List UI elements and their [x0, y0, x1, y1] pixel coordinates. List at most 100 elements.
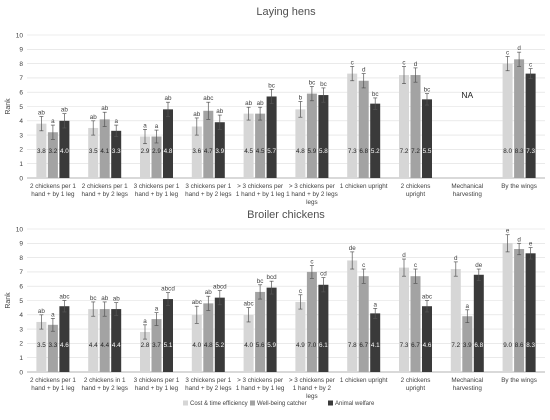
bar-value-label: 8.0 [503, 148, 512, 155]
y-tick-label: 5 [19, 104, 23, 111]
bar-value-label: 7.2 [400, 148, 409, 155]
significance-letter: abc [203, 95, 213, 102]
bar [191, 314, 202, 372]
significance-letter: b [299, 94, 303, 101]
category-label: hand + by 1 leg [135, 191, 179, 198]
significance-letter: bc [268, 82, 275, 89]
category-label: 1 chicken upright [340, 183, 388, 190]
bar-value-label: 4.1 [371, 342, 380, 349]
chart-title: Broiler chickens [247, 209, 325, 221]
bar [462, 316, 473, 372]
bar [243, 314, 254, 372]
bar [358, 80, 369, 178]
bar-value-label: 7.0 [308, 342, 317, 349]
y-tick-label: 7 [19, 75, 23, 82]
chart-title: Laying hens [256, 6, 316, 18]
bar [47, 324, 58, 372]
category-label: hand + by 1 leg [31, 191, 75, 198]
significance-letter: d [454, 255, 458, 262]
y-tick-label: 0 [19, 175, 23, 182]
significance-letter: ab [164, 95, 172, 102]
bar [347, 260, 358, 372]
bar-value-label: 8.6 [515, 342, 524, 349]
bar-value-label: 4.8 [204, 342, 213, 349]
bar [295, 301, 306, 372]
bar [214, 122, 225, 178]
bar-value-label: 4.7 [204, 148, 213, 155]
bar [514, 249, 525, 372]
bar [151, 319, 162, 372]
y-tick-label: 2 [19, 341, 23, 348]
bar [36, 123, 47, 178]
y-tick-label: 0 [19, 369, 23, 376]
bar [502, 243, 513, 372]
bar-value-label: 4.9 [296, 342, 305, 349]
bar [410, 75, 421, 178]
bar-value-label: 5.2 [371, 148, 380, 155]
bar [111, 309, 122, 372]
bar-value-label: 4.8 [164, 148, 173, 155]
significance-letter: c [310, 258, 313, 265]
significance-letter: a [466, 303, 470, 310]
significance-letter: d [517, 236, 521, 243]
category-label: 2 chickens [401, 183, 431, 190]
significance-letter: ab [61, 107, 69, 114]
significance-letter: e [506, 228, 510, 235]
bar-value-label: 7.8 [348, 342, 357, 349]
category-label: 1 hand + by 1 leg [236, 191, 285, 198]
bar-value-label: 3.3 [49, 342, 58, 349]
category-label: hand + by 2 legs [185, 385, 231, 392]
category-label: > 3 chickens per [289, 377, 335, 384]
bar [140, 331, 150, 372]
category-label: 2 chickens in 1 [84, 377, 126, 384]
y-tick-label: 10 [16, 226, 24, 233]
y-tick-label: 1 [19, 355, 23, 362]
y-axis-label: Rank [5, 98, 12, 115]
bar [191, 126, 202, 178]
bar [525, 253, 536, 372]
bar-value-label: 7.2 [411, 148, 420, 155]
bar [214, 297, 225, 372]
bar-value-label: 4.4 [112, 342, 121, 349]
y-tick-label: 10 [16, 32, 24, 39]
y-tick-label: 2 [19, 147, 23, 154]
significance-letter: a [143, 122, 147, 129]
legend-label: Animal welfare [335, 401, 375, 407]
bar [502, 63, 513, 178]
significance-letter: ab [193, 111, 201, 118]
bar-value-label: 5.9 [308, 148, 317, 155]
bar-value-label: 4.1 [100, 148, 109, 155]
bar [111, 130, 122, 178]
significance-letter: de [475, 262, 483, 269]
bar [47, 132, 58, 178]
bar-value-label: 6.8 [474, 342, 483, 349]
bar-value-label: 5.5 [423, 148, 432, 155]
category-label: > 3 chickens per [237, 377, 283, 384]
bar [59, 120, 70, 178]
significance-letter: c [351, 59, 354, 66]
category-label: 1 hand + by 2 [293, 385, 332, 392]
significance-letter: e [529, 241, 533, 248]
legend-swatch [250, 400, 255, 406]
significance-letter: de [349, 245, 357, 252]
significance-letter: ab [113, 296, 121, 303]
bar-value-label: 6.7 [359, 342, 368, 349]
bar [99, 119, 110, 178]
significance-letter: abcd [161, 286, 175, 293]
significance-letter: d [414, 61, 418, 68]
category-label: harvesting [453, 385, 483, 392]
bar [473, 274, 484, 372]
significance-letter: a [143, 318, 147, 325]
significance-letter: ab [101, 105, 109, 112]
bar-value-label: 3.9 [215, 148, 224, 155]
bar [255, 291, 266, 372]
category-label: 2 chickens [401, 377, 431, 384]
legend-label: Cost & time efficiency [190, 401, 248, 407]
category-label: hand + by 1 leg [31, 385, 75, 392]
legend-label: Well-being catcher [257, 401, 307, 407]
significance-letter: c [362, 262, 365, 269]
bar [36, 321, 47, 372]
category-label: hand + by 2 legs [82, 385, 128, 392]
significance-letter: c [506, 49, 509, 56]
